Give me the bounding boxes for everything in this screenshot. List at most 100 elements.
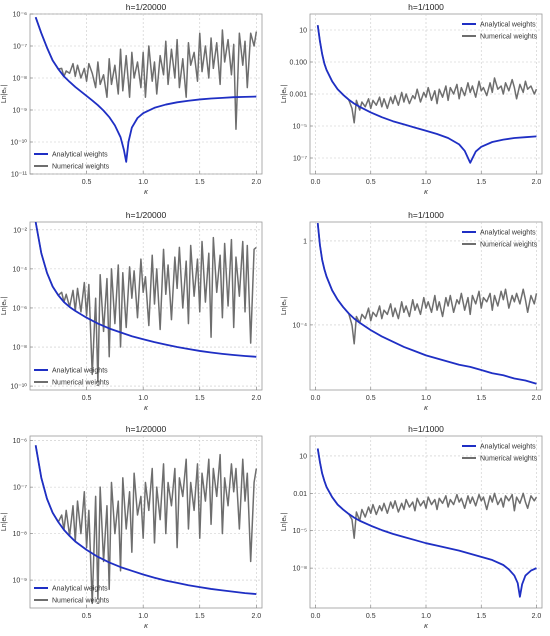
legend-label: Numerical weights <box>52 164 110 171</box>
x-axis-label: κ <box>424 187 429 196</box>
chart-panel-5: 0.5 1.0 1.5 2.0 10⁻⁶ 10⁻⁷ 10⁻⁸ 10⁻⁹ h=1/20000 κ Ln… <box>1 424 263 630</box>
chart-title: h=1/1000 <box>408 2 444 12</box>
x-tick-label: 2.0 <box>532 179 542 186</box>
y-axis-label: Ln|eₖ| <box>1 297 8 315</box>
x-tick-label: 2.0 <box>532 395 542 402</box>
x-tick-label: 1.0 <box>138 395 148 402</box>
y-tick-label: 10⁻⁸ <box>13 76 27 83</box>
x-axis-label: κ <box>144 187 149 196</box>
legend-label: Analytical weights <box>52 152 108 159</box>
x-tick-label: 0.0 <box>311 613 321 620</box>
chart-title: h=1/20000 <box>126 2 167 12</box>
x-tick-label: 1.5 <box>195 179 205 186</box>
x-tick-label: 0.5 <box>366 179 376 186</box>
y-tick-label: 0.100 <box>289 60 307 67</box>
x-tick-label: 0.5 <box>366 613 376 620</box>
legend-label: Numerical weights <box>52 598 110 605</box>
y-tick-label: 10⁻⁹ <box>13 578 27 585</box>
x-tick-label: 1.5 <box>476 179 486 186</box>
x-tick-label: 2.0 <box>251 613 261 620</box>
y-tick-label: 10⁻⁶ <box>13 438 27 445</box>
chart-title: h=1/20000 <box>126 210 167 220</box>
y-tick-label: 10⁻² <box>13 227 27 234</box>
y-tick-label: 10⁻¹⁰ <box>10 383 27 391</box>
series-line-analytical <box>316 25 537 164</box>
x-tick-label: 0.5 <box>82 179 92 186</box>
x-tick-label: 1.5 <box>476 395 486 402</box>
chart-panel-6: 0.0 0.5 1.0 1.5 2.0 10 0.01 10⁻⁵ 10⁻⁸ h=1/1000 κ Ln… <box>281 424 543 630</box>
y-tick-label: 10⁻¹¹ <box>11 172 28 179</box>
y-tick-label: 10⁻⁷ <box>13 485 27 492</box>
y-tick-label: 10⁻⁸ <box>13 531 27 538</box>
y-tick-label: 10⁻⁷ <box>13 44 27 51</box>
y-tick-label: 10⁻⁶ <box>13 305 27 312</box>
legend-label: Analytical weights <box>480 22 536 29</box>
y-tick-label: 10⁻¹⁰ <box>10 139 27 147</box>
y-tick-label: 10⁻⁸ <box>293 566 307 573</box>
x-tick-label: 1.0 <box>421 613 431 620</box>
series-line-analytical <box>34 222 257 358</box>
series-line-numerical <box>34 445 258 605</box>
x-tick-label: 1.0 <box>421 179 431 186</box>
legend-label: Numerical weights <box>480 242 538 249</box>
y-tick-label: 10⁻⁶ <box>13 12 27 19</box>
x-tick-label: 1.0 <box>138 613 148 620</box>
y-tick-label: 10⁻⁴ <box>13 266 28 273</box>
y-axis-label: Ln|eₖ| <box>281 85 288 103</box>
y-axis-label: Ln|eₖ| <box>281 297 288 315</box>
chart-panel-3: 0.5 1.0 1.5 2.0 10⁻² 10⁻⁴ 10⁻⁶ 10⁻⁸ 10⁻¹⁰ h=1/200… <box>1 210 263 412</box>
x-tick-label: 0.5 <box>82 395 92 402</box>
x-tick-label: 0.0 <box>311 179 321 186</box>
x-tick-label: 1.5 <box>195 395 205 402</box>
chart-title: h=1/20000 <box>126 424 167 434</box>
series-line-numerical <box>316 448 538 539</box>
chart-panel-1: 0.5 1.0 1.5 2.0 10⁻⁶ 10⁻⁷ 10⁻⁸ 10⁻⁹ 10⁻¹⁰ 10⁻¹¹ h=… <box>1 2 263 196</box>
series-line-numerical <box>34 222 257 383</box>
chart-title: h=1/1000 <box>408 210 444 220</box>
legend-label: Analytical weights <box>52 368 108 375</box>
legend-label: Numerical weights <box>52 380 110 387</box>
y-tick-label: 10⁻⁵ <box>293 528 307 535</box>
x-axis-label: κ <box>144 621 149 630</box>
series-line-analytical <box>34 16 257 163</box>
chart-title: h=1/1000 <box>408 424 444 434</box>
chart-panel-4: 0.0 0.5 1.0 1.5 2.0 1 10⁻⁴ h=1/1000 κ Ln|eₖ| Analy… <box>281 210 543 412</box>
x-tick-label: 2.0 <box>251 395 261 402</box>
legend-label: Analytical weights <box>480 230 536 237</box>
y-tick-label: 0.01 <box>293 491 307 498</box>
x-axis-label: κ <box>424 403 429 412</box>
legend-label: Numerical weights <box>480 34 538 41</box>
x-tick-label: 0.5 <box>82 613 92 620</box>
y-axis-label: Ln|eₖ| <box>281 513 288 531</box>
y-tick-label: 10⁻⁸ <box>13 345 27 352</box>
plot-frame <box>29 221 263 391</box>
x-axis-label: κ <box>144 403 149 412</box>
y-tick-label: 10⁻⁴ <box>293 322 308 329</box>
x-tick-label: 1.0 <box>138 179 148 186</box>
y-axis-label: Ln|eₖ| <box>1 513 8 531</box>
legend-label: Analytical weights <box>52 586 108 593</box>
series-line-analytical <box>34 445 257 595</box>
y-tick-label: 10 <box>299 28 307 35</box>
legend-label: Analytical weights <box>480 444 536 451</box>
x-tick-label: 0.0 <box>311 395 321 402</box>
y-axis-label: Ln|eₖ| <box>1 85 8 103</box>
x-tick-label: 2.0 <box>251 179 261 186</box>
x-tick-label: 2.0 <box>532 613 542 620</box>
series-line-numerical <box>316 25 538 124</box>
y-tick-label: 10⁻⁷ <box>293 156 307 163</box>
chart-panel-2: 0.0 0.5 1.0 1.5 2.0 10 0.100 0.001 10⁻⁵ 10⁻⁷ h=1/1… <box>281 2 543 196</box>
y-tick-label: 0.001 <box>289 92 307 99</box>
y-tick-label: 10 <box>299 453 307 460</box>
series-line-analytical <box>316 222 537 385</box>
x-tick-label: 1.5 <box>476 613 486 620</box>
x-tick-label: 1.0 <box>421 395 431 402</box>
x-axis-label: κ <box>424 621 429 630</box>
x-tick-label: 0.5 <box>366 395 376 402</box>
y-tick-label: 10⁻⁹ <box>13 108 27 115</box>
series-line-numerical <box>316 222 538 345</box>
series-line-numerical <box>34 16 258 130</box>
y-tick-label: 10⁻⁵ <box>293 124 307 131</box>
legend-label: Numerical weights <box>480 456 538 463</box>
